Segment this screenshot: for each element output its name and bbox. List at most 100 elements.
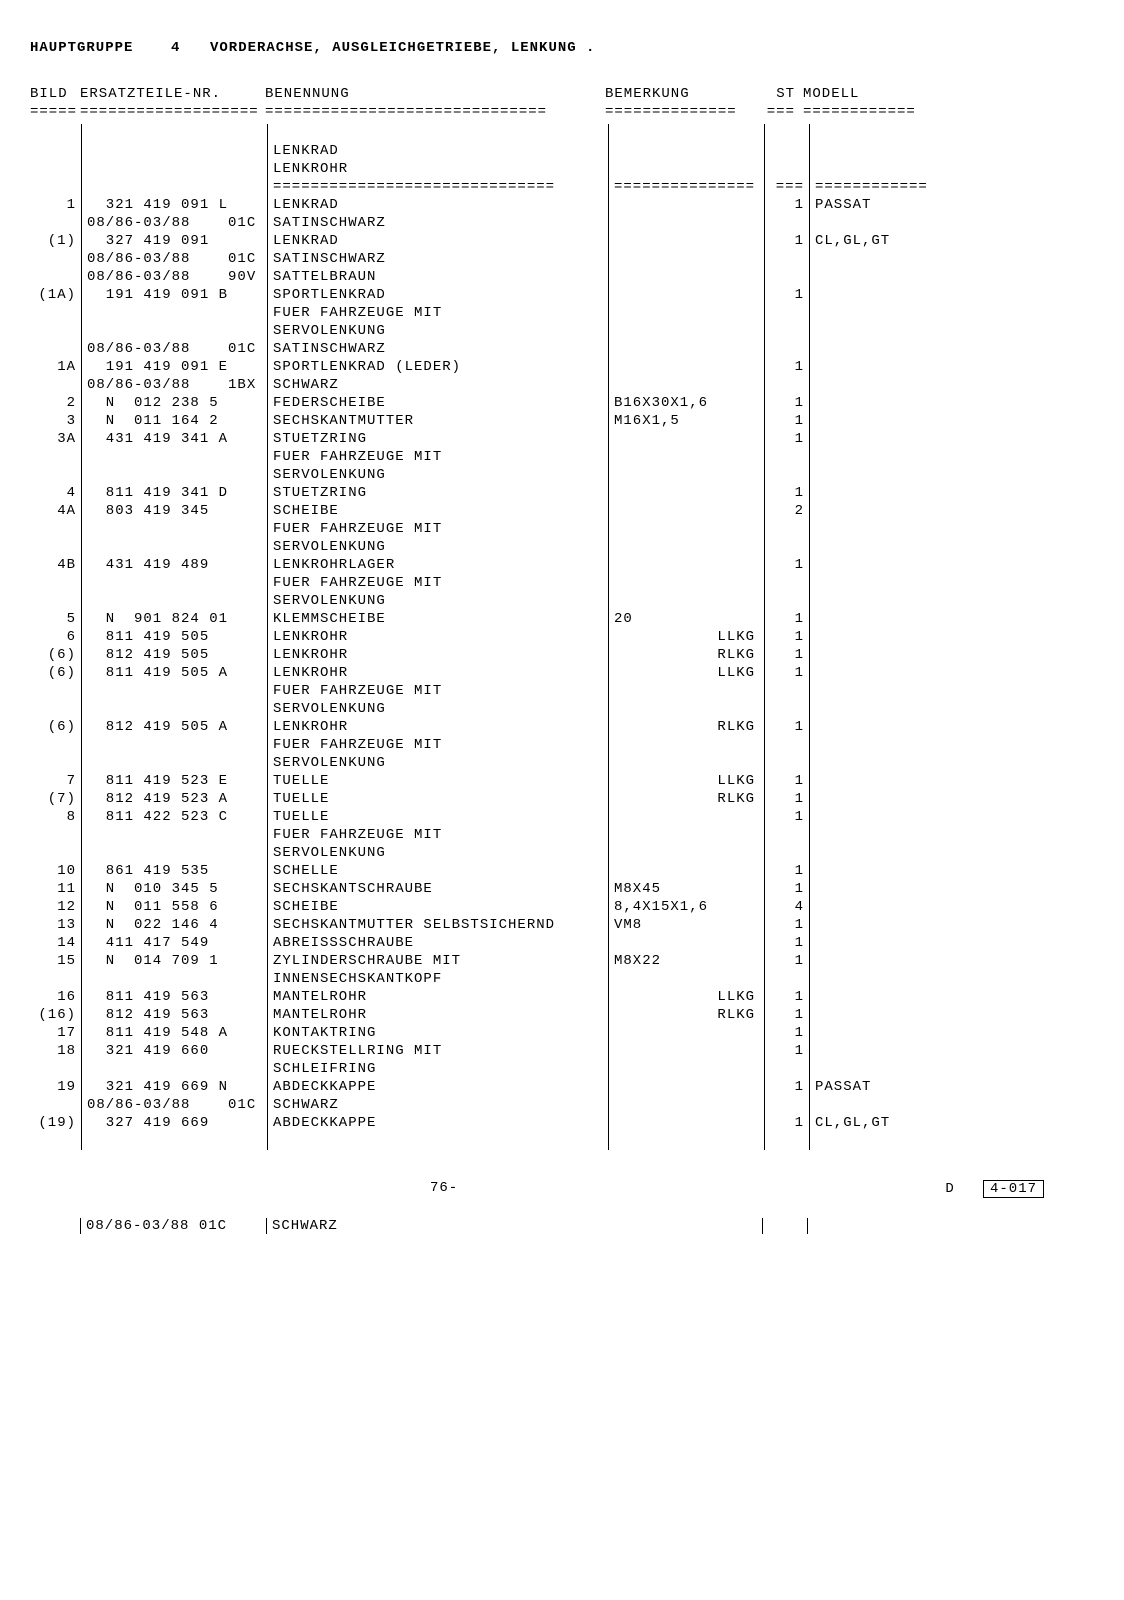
col-header-bemerkung: BEMERKUNG <box>605 86 760 102</box>
cell-modell <box>809 538 950 556</box>
cell-ersatz <box>81 574 267 592</box>
table-row: 08/86-03/88 01CSATINSCHWARZ <box>30 250 1094 268</box>
cell-bild <box>30 700 81 718</box>
cell-bemerkung <box>608 682 764 700</box>
cell-st: 1 <box>764 952 809 970</box>
cell-bild <box>30 736 81 754</box>
cell-ersatz: 812 419 523 A <box>81 790 267 808</box>
cell-ersatz: 321 419 660 <box>81 1042 267 1060</box>
cell-bemerkung <box>608 844 764 862</box>
cell-bild <box>30 250 81 268</box>
cell-bild: 7 <box>30 772 81 790</box>
cell-modell <box>809 1042 950 1060</box>
table-row: 08/86-03/88 01CSATINSCHWARZ <box>30 214 1094 232</box>
cell-ersatz <box>81 754 267 772</box>
cell-modell <box>809 394 950 412</box>
cell-bemerkung <box>608 214 764 232</box>
cell-st: 1 <box>764 880 809 898</box>
table-row: SCHLEIFRING <box>30 1060 1094 1078</box>
cell-benennung: LENKRAD <box>267 232 608 250</box>
cell-benennung: SATTELBRAUN <box>267 268 608 286</box>
cell-ersatz <box>81 700 267 718</box>
table-row: SERVOLENKUNG <box>30 700 1094 718</box>
cell-bild <box>30 538 81 556</box>
cell-benennung: STUETZRING <box>267 484 608 502</box>
table-row: 11 N 010 345 5SECHSKANTSCHRAUBEM8X451 <box>30 880 1094 898</box>
cell-bemerkung <box>608 448 764 466</box>
cell-benennung: LENKRAD <box>267 196 608 214</box>
table-row: 1A 191 419 091 ESPORTLENKRAD (LEDER)1 <box>30 358 1094 376</box>
cell-modell <box>809 790 950 808</box>
cell-st: 1 <box>764 664 809 682</box>
cell-modell <box>809 646 950 664</box>
cell-benennung: SECHSKANTMUTTER <box>267 412 608 430</box>
cell-bild: 5 <box>30 610 81 628</box>
cell-ersatz: 08/86-03/88 01C <box>81 1096 267 1114</box>
cell-bild <box>30 448 81 466</box>
cell-st: 1 <box>764 394 809 412</box>
cell-modell: PASSAT <box>809 1078 950 1096</box>
col-header-ersatz: ERSATZTEILE-NR. <box>80 86 265 102</box>
cell-benennung: SCHWARZ <box>267 376 608 394</box>
cell-benennung: LENKROHR <box>267 646 608 664</box>
cell-benennung: RUECKSTELLRING MIT <box>267 1042 608 1060</box>
hauptgruppe-label: HAUPTGRUPPE <box>30 40 133 56</box>
cell-bemerkung: RLKG <box>608 1006 764 1024</box>
cell-ersatz: 327 419 091 <box>81 232 267 250</box>
cell-bemerkung <box>608 466 764 484</box>
cell-ersatz: 08/86-03/88 01C <box>81 250 267 268</box>
cell-st <box>764 592 809 610</box>
cell-st: 1 <box>764 358 809 376</box>
table-row: 10 861 419 535SCHELLE1 <box>30 862 1094 880</box>
cell-modell <box>809 808 950 826</box>
cell-modell <box>809 574 950 592</box>
cell-bemerkung: VM8 <box>608 916 764 934</box>
cell-bild: 3A <box>30 430 81 448</box>
table-row: 5 N 901 824 01KLEMMSCHEIBE201 <box>30 610 1094 628</box>
bottom-text: SCHWARZ <box>266 1218 607 1234</box>
cell-modell: CL,GL,GT <box>809 1114 950 1132</box>
cell-st <box>764 466 809 484</box>
cell-bild <box>30 1096 81 1114</box>
cell-ersatz: N 011 558 6 <box>81 898 267 916</box>
cell-modell <box>809 664 950 682</box>
cell-st: 1 <box>764 1114 809 1132</box>
cell-ersatz: 08/86-03/88 01C <box>81 340 267 358</box>
doc-prefix: D <box>945 1181 954 1197</box>
cell-st: 1 <box>764 628 809 646</box>
cell-modell <box>809 754 950 772</box>
cell-bild <box>30 592 81 610</box>
cell-benennung: INNENSECHSKANTKOPF <box>267 970 608 988</box>
cell-ersatz: 812 419 505 <box>81 646 267 664</box>
cell-st <box>764 682 809 700</box>
cell-bild: (1) <box>30 232 81 250</box>
table-row: (16) 812 419 563MANTELROHR RLKG1 <box>30 1006 1094 1024</box>
cell-bild: (6) <box>30 646 81 664</box>
cell-bild <box>30 466 81 484</box>
cell-benennung: SCHWARZ <box>267 1096 608 1114</box>
cell-benennung: ZYLINDERSCHRAUBE MIT <box>267 952 608 970</box>
cell-benennung: LENKROHR <box>267 628 608 646</box>
table-row: SERVOLENKUNG <box>30 538 1094 556</box>
cell-ersatz: 08/86-03/88 01C <box>81 214 267 232</box>
table-row: (7) 812 419 523 ATUELLE RLKG1 <box>30 790 1094 808</box>
cell-st <box>764 304 809 322</box>
cell-modell <box>809 718 950 736</box>
cell-bemerkung <box>608 232 764 250</box>
cell-ersatz: 811 419 548 A <box>81 1024 267 1042</box>
hauptgruppe-number: 4 <box>171 40 180 56</box>
cell-modell: CL,GL,GT <box>809 232 950 250</box>
cell-st: 1 <box>764 772 809 790</box>
cell-benennung: SCHEIBE <box>267 502 608 520</box>
cell-st <box>764 736 809 754</box>
cell-st: 1 <box>764 1042 809 1060</box>
cell-st: 1 <box>764 1078 809 1096</box>
cell-st <box>764 754 809 772</box>
cell-ersatz <box>81 1060 267 1078</box>
cell-modell <box>809 556 950 574</box>
cell-benennung: SATINSCHWARZ <box>267 214 608 232</box>
cell-benennung: KONTAKTRING <box>267 1024 608 1042</box>
table-row: (1A) 191 419 091 BSPORTLENKRAD1 <box>30 286 1094 304</box>
cell-bemerkung <box>608 322 764 340</box>
cell-benennung: FUER FAHRZEUGE MIT <box>267 682 608 700</box>
